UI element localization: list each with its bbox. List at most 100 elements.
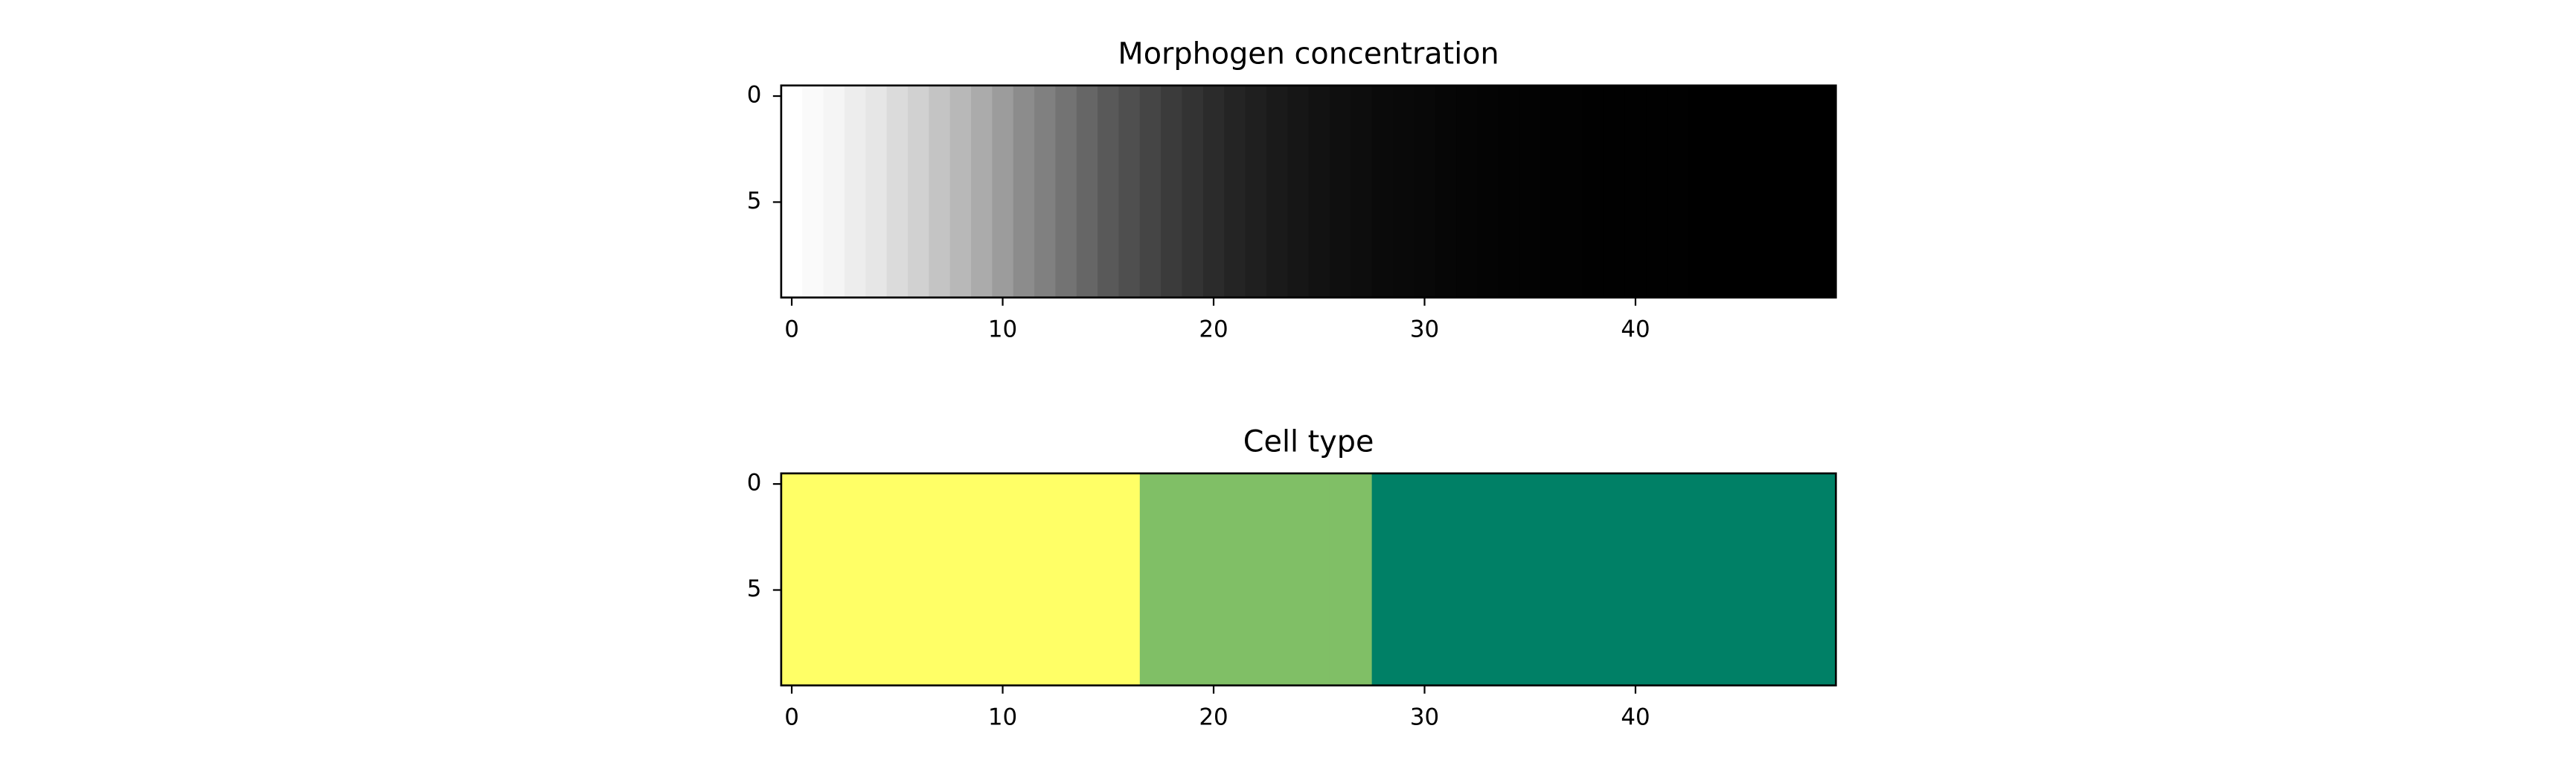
cell-column (1688, 85, 1711, 298)
y-tick-label: 0 (747, 470, 762, 497)
cell-column (1224, 85, 1246, 298)
cell-column (1414, 473, 1436, 686)
cell-column (1772, 473, 1795, 686)
cell-column (1730, 473, 1752, 686)
cell-column (1202, 473, 1225, 686)
cell-column (1751, 473, 1774, 686)
cell-column (1182, 85, 1204, 298)
cell-column (1519, 473, 1542, 686)
cell-column (886, 85, 909, 298)
cell-column (1456, 85, 1478, 298)
cell-column (1392, 473, 1415, 686)
cell-column (1287, 473, 1310, 686)
x-tick-label: 0 (784, 704, 799, 730)
cell-column (1055, 473, 1077, 686)
cell-column (1646, 473, 1668, 686)
cell-column (1561, 473, 1584, 686)
cell-column (1076, 85, 1098, 298)
cell-column (1667, 85, 1689, 298)
x-tick-label: 20 (1199, 704, 1228, 730)
cell-column (1245, 473, 1267, 686)
axes-frame (780, 84, 1837, 299)
cell-column (781, 85, 804, 298)
cell-column (907, 473, 930, 686)
x-tick-label: 30 (1410, 316, 1439, 342)
cell-column (1139, 473, 1162, 686)
cell-column (1013, 85, 1035, 298)
cell-column (1435, 473, 1457, 686)
cell-column (992, 85, 1014, 298)
y-tick-label: 5 (747, 575, 762, 602)
cell-column (865, 85, 888, 298)
cell-column (1351, 473, 1373, 686)
cell-column (1351, 85, 1373, 298)
x-tick-label: 0 (784, 316, 799, 342)
cell-column (929, 85, 951, 298)
cell-column (1118, 85, 1141, 298)
cell-column (1561, 85, 1584, 298)
x-tick-label: 40 (1621, 704, 1650, 730)
cell-column (1814, 473, 1837, 686)
x-tick-label: 10 (988, 316, 1017, 342)
cell-column (1034, 473, 1057, 686)
cell-column (1709, 85, 1731, 298)
cell-column (886, 473, 909, 686)
cell-column (1202, 85, 1225, 298)
cell-column (1624, 85, 1647, 298)
cell-column (1540, 85, 1563, 298)
cell-column (1603, 473, 1626, 686)
cell-column (1308, 473, 1330, 686)
cell-column (1583, 473, 1605, 686)
cell-column (1519, 85, 1542, 298)
cell-column (1182, 473, 1204, 686)
cell-column (1624, 473, 1647, 686)
cell-column (1583, 85, 1605, 298)
cell-column (1772, 85, 1795, 298)
cell-column (1646, 85, 1668, 298)
cell-column (1329, 473, 1352, 686)
cell-column (844, 473, 867, 686)
cell-column (1224, 473, 1246, 686)
cell-column (1392, 85, 1415, 298)
cell-column (1055, 85, 1077, 298)
cell-column (1414, 85, 1436, 298)
cell-column (802, 473, 824, 686)
cell-column (1287, 85, 1310, 298)
cell-column (907, 85, 930, 298)
cell-column (1498, 85, 1520, 298)
cell-column (1308, 85, 1330, 298)
cell-column (823, 85, 845, 298)
cell-column (1814, 85, 1837, 298)
cell-column (1793, 473, 1816, 686)
chart-title: Cell type (1243, 425, 1374, 459)
cell-column (1161, 85, 1183, 298)
chart-title: Morphogen concentration (1118, 37, 1499, 71)
cell-column (1540, 473, 1563, 686)
cell-column (949, 473, 972, 686)
cell-column (992, 473, 1014, 686)
cell-column (1371, 473, 1394, 686)
x-tick-label: 40 (1621, 316, 1650, 342)
cell-column (1098, 473, 1120, 686)
cell-column (1709, 473, 1731, 686)
cell-column (1013, 473, 1035, 686)
cell-column (1118, 473, 1141, 686)
cell-column (1477, 85, 1499, 298)
cell-column (802, 85, 824, 298)
cell-column (844, 85, 867, 298)
x-tick-label: 10 (988, 704, 1017, 730)
cell-column (1435, 85, 1457, 298)
cell-column (929, 473, 951, 686)
cell-column (865, 473, 888, 686)
y-tick-label: 5 (747, 188, 762, 214)
cell-column (1245, 85, 1267, 298)
cell-column (1161, 473, 1183, 686)
cell-column (1688, 473, 1711, 686)
cell-column (1076, 473, 1098, 686)
cell-column (1603, 85, 1626, 298)
cell-column (1034, 85, 1057, 298)
cell-column (1456, 473, 1478, 686)
cell-column (1266, 85, 1289, 298)
cell-column (1098, 85, 1120, 298)
